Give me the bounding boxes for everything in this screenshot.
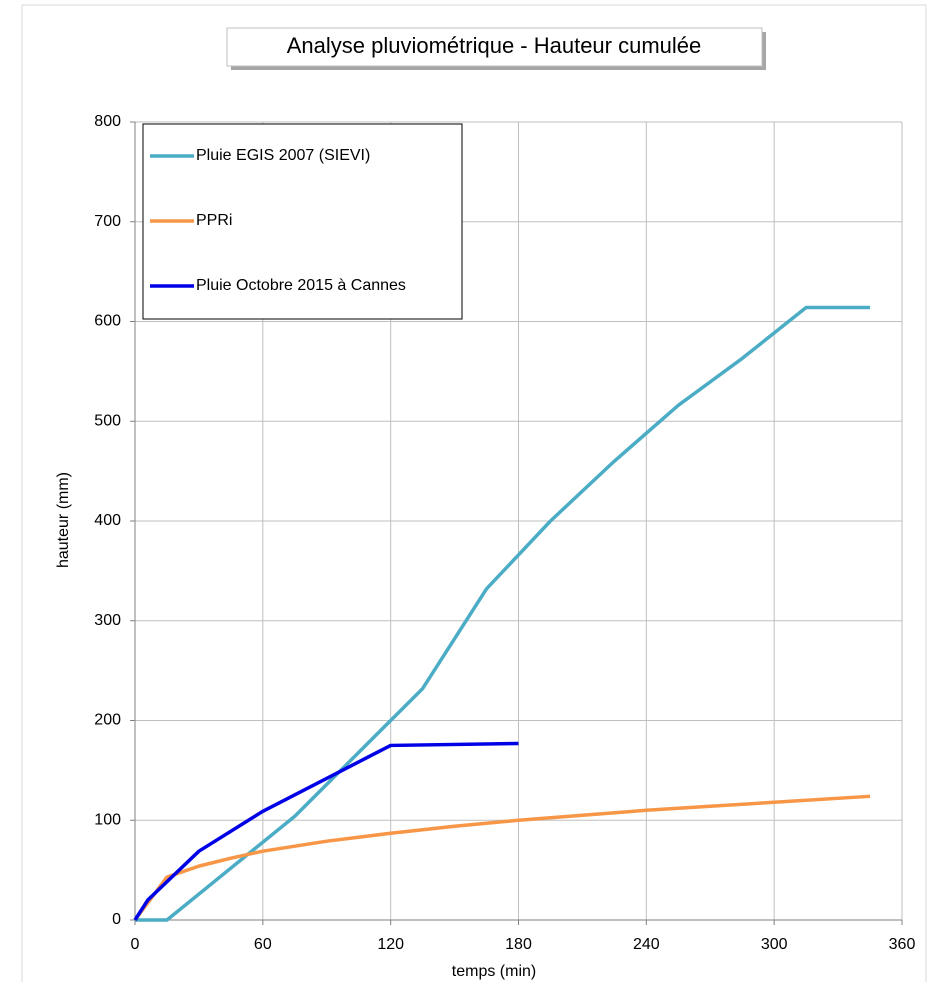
x-tick-label: 180 [505,936,532,953]
y-tick-label: 600 [94,313,121,330]
line-series [135,305,871,922]
chart-title: Analyse pluviométrique - Hauteur cumulée [287,33,702,58]
y-tick-label: 800 [94,113,121,130]
y-tick-label: 400 [94,512,121,529]
title-box [226,27,763,67]
x-tick-label: 0 [131,936,140,953]
legend-label: Pluie EGIS 2007 (SIEVI) [196,147,370,164]
y-tick-label: 0 [112,911,121,928]
y-tick-label: 700 [94,213,121,230]
y-tick-label: 500 [94,412,121,429]
line-series [133,741,519,921]
x-axis-label: temps (min) [452,963,536,980]
legend-label: PPRi [196,212,232,229]
x-tick-label: 240 [633,936,660,953]
x-tick-label: 120 [377,936,404,953]
x-tick-label: 60 [254,936,272,953]
legend-label: Pluie Octobre 2015 à Cannes [196,277,406,294]
y-axis-label: hauteur (mm) [55,472,72,568]
y-tick-label: 100 [94,811,121,828]
y-tick-label: 300 [94,612,121,629]
x-tick-label: 300 [761,936,788,953]
x-tick-label: 360 [889,936,916,953]
legend-box [142,123,463,320]
y-tick-label: 200 [94,712,121,729]
line-series [133,794,871,922]
